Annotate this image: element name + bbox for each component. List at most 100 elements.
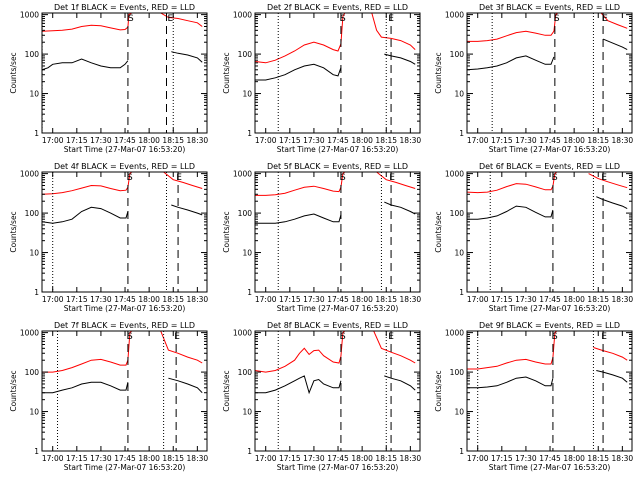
series-events-segment-2 xyxy=(384,375,416,391)
x-tick-label: 17:45 xyxy=(539,136,561,145)
x-tick-label: 18:15 xyxy=(162,136,184,145)
y-axis-title: Counts/sec xyxy=(9,211,18,252)
series-events-segment-1 xyxy=(467,205,554,220)
x-tick-label: 18:15 xyxy=(375,136,397,145)
x-tick-label: 18:00 xyxy=(138,454,160,463)
x-axis-title: Start Time (27-Mar-07 16:53:20) xyxy=(277,145,399,154)
x-tick-label: 17:15 xyxy=(66,454,88,463)
y-tick-label: 1000 xyxy=(445,329,464,338)
x-tick-label: 17:45 xyxy=(327,454,349,463)
series-events-segment-2 xyxy=(168,377,203,394)
x-tick-label: 17:00 xyxy=(467,295,489,304)
y-tick-label: 1 xyxy=(247,447,252,456)
x-tick-label: 17:15 xyxy=(279,454,301,463)
series-events-segment-1 xyxy=(255,375,342,395)
x-axis-title: Start Time (27-Mar-07 16:53:20) xyxy=(64,463,186,472)
y-tick-label: 1000 xyxy=(233,170,252,179)
y-tick-label: 100 xyxy=(238,50,253,59)
series-events-segment-1 xyxy=(42,206,129,224)
x-axis-title: Start Time (27-Mar-07 16:53:20) xyxy=(489,304,611,313)
series-lld-segment-1 xyxy=(255,331,346,373)
plot-frame xyxy=(41,330,208,452)
x-tick-label: 17:30 xyxy=(303,454,325,463)
y-tick-label: 1000 xyxy=(20,170,39,179)
y-axis-title: Counts/sec xyxy=(9,52,18,93)
y-tick-label: 1000 xyxy=(233,329,252,338)
x-tick-label: 18:15 xyxy=(162,295,184,304)
y-axis-title: Counts/sec xyxy=(434,52,443,93)
x-tick-label: 18:15 xyxy=(375,454,397,463)
x-tick-label: 18:30 xyxy=(612,295,634,304)
chart-title: Det 2f BLACK = Events, RED = LLD xyxy=(267,3,408,12)
y-tick-label: 100 xyxy=(25,50,40,59)
y-axis-title: Counts/sec xyxy=(222,211,231,252)
x-tick-label: 17:45 xyxy=(327,136,349,145)
y-axis-title: Counts/sec xyxy=(9,370,18,411)
x-tick-label: 17:15 xyxy=(279,136,301,145)
x-tick-label: 18:00 xyxy=(351,136,373,145)
series-lld-segment-2 xyxy=(371,13,416,50)
series-events-segment-2 xyxy=(596,370,628,383)
x-tick-label: 17:30 xyxy=(515,136,537,145)
x-tick-label: 18:00 xyxy=(138,136,160,145)
x-axis-title: Start Time (27-Mar-07 16:53:20) xyxy=(489,145,611,154)
y-axis-title: Counts/sec xyxy=(222,52,231,93)
x-axis-title: Start Time (27-Mar-07 16:53:20) xyxy=(277,304,399,313)
marker-label-s: S xyxy=(128,14,134,24)
y-tick-label: 1 xyxy=(34,447,39,456)
x-tick-label: 17:00 xyxy=(42,454,64,463)
marker-label-e: E xyxy=(388,14,394,24)
series-events-segment-1 xyxy=(467,55,555,71)
x-tick-label: 17:45 xyxy=(539,454,561,463)
x-tick-label: 18:00 xyxy=(563,136,585,145)
marker-label-e: E xyxy=(176,173,182,183)
x-tick-label: 18:15 xyxy=(162,454,184,463)
marker-label-s: S xyxy=(552,173,558,183)
x-tick-label: 18:15 xyxy=(587,454,609,463)
marker-label-s: S xyxy=(552,332,558,342)
series-events-segment-2 xyxy=(602,38,628,51)
x-tick-label: 17:45 xyxy=(327,295,349,304)
x-tick-label: 18:00 xyxy=(138,295,160,304)
x-tick-label: 18:30 xyxy=(612,136,634,145)
series-lld-segment-2 xyxy=(160,331,203,364)
series-lld-segment-2 xyxy=(593,347,628,361)
y-tick-label: 1000 xyxy=(445,170,464,179)
chart-title: Det 8f BLACK = Events, RED = LLD xyxy=(267,321,408,330)
x-tick-label: 18:15 xyxy=(375,295,397,304)
x-tick-label: 17:00 xyxy=(467,136,489,145)
y-tick-label: 1 xyxy=(247,288,252,297)
series-events-segment-2 xyxy=(171,204,203,216)
x-tick-label: 17:30 xyxy=(90,136,112,145)
x-axis-title: Start Time (27-Mar-07 16:53:20) xyxy=(64,145,186,154)
series-lld-segment-2 xyxy=(588,173,628,189)
x-tick-label: 17:45 xyxy=(114,136,136,145)
y-tick-label: 1000 xyxy=(445,11,464,20)
marker-label-e: E xyxy=(601,332,607,342)
y-tick-label: 1 xyxy=(459,129,464,138)
y-tick-label: 1000 xyxy=(233,11,252,20)
marker-label-e: E xyxy=(389,173,395,183)
y-tick-label: 1 xyxy=(34,129,39,138)
x-tick-label: 17:30 xyxy=(515,454,537,463)
x-tick-label: 17:30 xyxy=(90,454,112,463)
x-tick-label: 18:30 xyxy=(612,454,634,463)
x-tick-label: 17:30 xyxy=(303,295,325,304)
y-axis-title: Counts/sec xyxy=(434,370,443,411)
x-tick-label: 18:30 xyxy=(400,136,422,145)
y-tick-label: 10 xyxy=(29,90,39,99)
plot-frame xyxy=(41,171,208,293)
y-tick-label: 1000 xyxy=(20,11,39,20)
plot-frame xyxy=(466,12,633,134)
marker-label-e: E xyxy=(388,332,394,342)
y-tick-label: 10 xyxy=(242,90,252,99)
x-tick-label: 17:45 xyxy=(114,454,136,463)
y-tick-label: 10 xyxy=(29,408,39,417)
y-tick-label: 10 xyxy=(454,249,464,258)
marker-label-e: E xyxy=(168,14,174,24)
marker-label-s: S xyxy=(340,332,346,342)
